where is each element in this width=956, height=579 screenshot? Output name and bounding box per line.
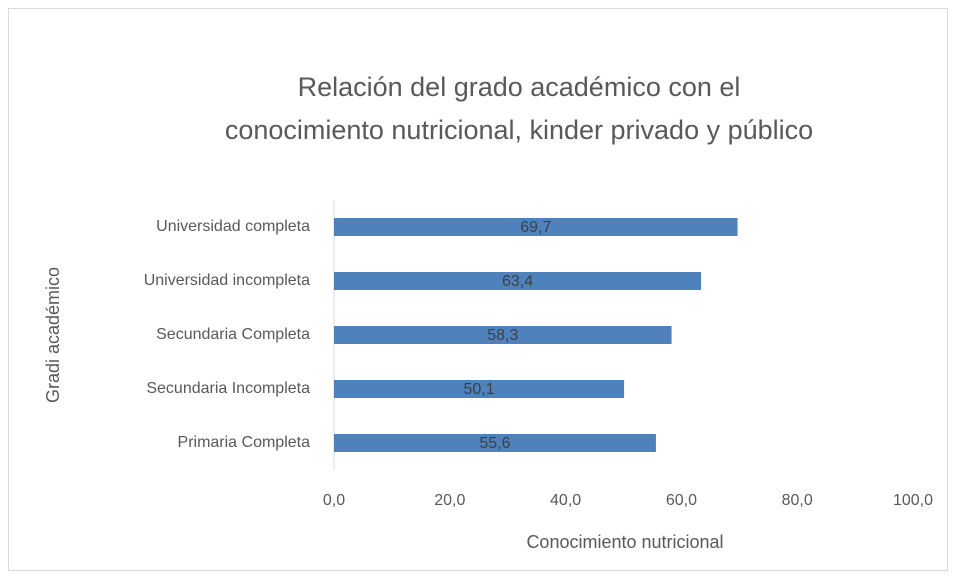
x-tick-label: 40,0	[550, 492, 581, 509]
y-tick-label: Universidad incompleta	[144, 272, 310, 289]
bar	[334, 326, 672, 344]
y-tick-label: Universidad completa	[156, 218, 310, 235]
y-tick-label: Secundaria Completa	[156, 326, 310, 343]
data-label: 63,4	[502, 273, 533, 290]
data-label: 55,6	[479, 435, 510, 452]
y-tick-label: Primaria Completa	[178, 434, 311, 451]
data-label: 58,3	[487, 327, 518, 344]
data-label: 50,1	[463, 381, 494, 398]
bar	[334, 434, 656, 452]
bar	[334, 272, 702, 290]
x-tick-label: 100,0	[893, 492, 933, 509]
y-axis-label: Gradi académico	[43, 267, 63, 403]
x-axis-label: Conocimiento nutricional	[526, 532, 723, 552]
bar	[334, 218, 738, 236]
chart-title: Relación del grado académico con el cono…	[224, 72, 814, 145]
data-label: 69,7	[520, 219, 551, 236]
x-tick-label: 20,0	[434, 492, 465, 509]
x-tick-label: 0,0	[323, 492, 345, 509]
bar	[334, 380, 625, 398]
x-tick-label: 80,0	[782, 492, 813, 509]
y-tick-label: Secundaria Incompleta	[146, 380, 310, 397]
x-tick-label: 60,0	[666, 492, 697, 509]
